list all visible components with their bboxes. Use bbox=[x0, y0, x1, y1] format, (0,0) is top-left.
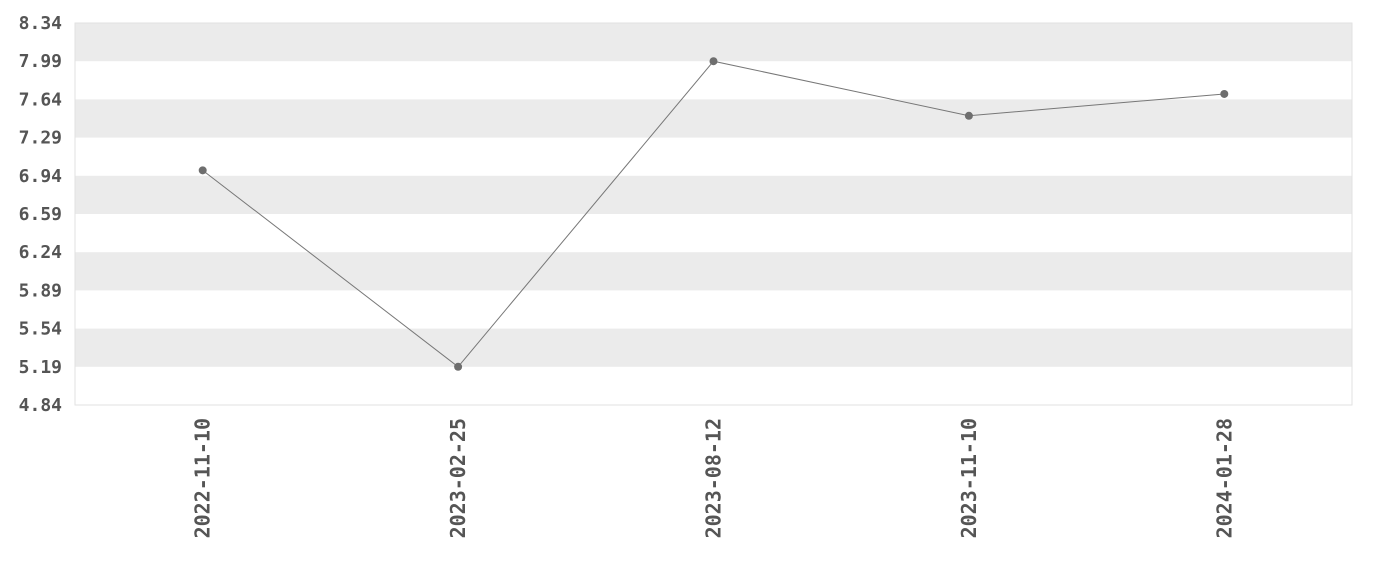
x-axis: 2022-11-10 2023-02-25 2023-08-12 2023-11-10… bbox=[191, 418, 1237, 538]
y-axis: 4.84 5.19 5.54 5.89 6.24 6.59 6.94 7.29 7.64 7.99… bbox=[19, 13, 63, 416]
y-tick-label: 7.99 bbox=[19, 51, 62, 72]
grid-band bbox=[75, 99, 1352, 138]
grid-band bbox=[75, 328, 1352, 367]
y-tick-label: 4.84 bbox=[19, 395, 63, 416]
y-tick-label: 5.89 bbox=[19, 280, 62, 301]
x-tick-label: 2024-01-28 bbox=[1212, 418, 1236, 538]
x-tick-label: 2023-11-10 bbox=[957, 418, 981, 538]
y-tick-label: 6.94 bbox=[19, 166, 63, 187]
grid-band bbox=[75, 252, 1352, 291]
data-point bbox=[709, 57, 718, 66]
y-tick-label: 6.24 bbox=[19, 242, 63, 263]
x-tick-label: 2023-02-25 bbox=[446, 418, 470, 538]
x-tick-label: 2023-08-12 bbox=[702, 418, 726, 538]
grid-bands bbox=[75, 23, 1352, 367]
y-tick-label: 7.29 bbox=[19, 128, 62, 149]
y-tick-label: 5.54 bbox=[19, 319, 63, 340]
series-line bbox=[198, 57, 1229, 371]
data-point bbox=[1220, 89, 1229, 98]
grid-band bbox=[75, 175, 1352, 214]
data-point bbox=[964, 111, 973, 120]
data-point bbox=[454, 362, 463, 371]
y-tick-label: 8.34 bbox=[19, 13, 63, 34]
y-tick-label: 6.59 bbox=[19, 204, 62, 225]
y-tick-label: 5.19 bbox=[19, 357, 62, 378]
y-tick-label: 7.64 bbox=[19, 89, 63, 110]
data-point bbox=[198, 166, 207, 175]
plot-area-border bbox=[74, 22, 1353, 406]
x-tick-label: 2022-11-10 bbox=[191, 418, 215, 538]
grid-band bbox=[75, 23, 1352, 62]
